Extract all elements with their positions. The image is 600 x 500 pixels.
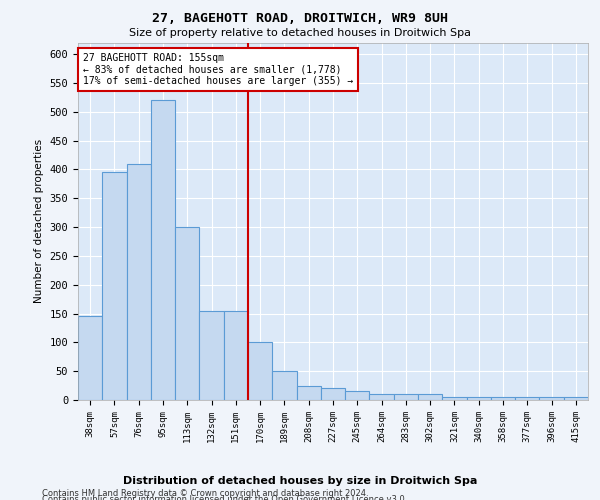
Y-axis label: Number of detached properties: Number of detached properties xyxy=(34,139,44,304)
Text: 27 BAGEHOTT ROAD: 155sqm
← 83% of detached houses are smaller (1,778)
17% of sem: 27 BAGEHOTT ROAD: 155sqm ← 83% of detach… xyxy=(83,53,353,86)
Bar xyxy=(102,172,127,400)
Bar xyxy=(418,394,442,400)
Bar xyxy=(515,397,539,400)
Text: Distribution of detached houses by size in Droitwich Spa: Distribution of detached houses by size … xyxy=(123,476,477,486)
Bar xyxy=(370,394,394,400)
Bar xyxy=(248,342,272,400)
Bar xyxy=(272,371,296,400)
Bar xyxy=(199,310,224,400)
Bar xyxy=(394,394,418,400)
Bar xyxy=(175,227,199,400)
Text: Contains public sector information licensed under the Open Government Licence v3: Contains public sector information licen… xyxy=(42,496,407,500)
Bar xyxy=(127,164,151,400)
Text: Size of property relative to detached houses in Droitwich Spa: Size of property relative to detached ho… xyxy=(129,28,471,38)
Bar xyxy=(467,397,491,400)
Bar xyxy=(296,386,321,400)
Text: 27, BAGEHOTT ROAD, DROITWICH, WR9 8UH: 27, BAGEHOTT ROAD, DROITWICH, WR9 8UH xyxy=(152,12,448,26)
Bar xyxy=(345,392,370,400)
Bar xyxy=(442,397,467,400)
Bar xyxy=(78,316,102,400)
Bar xyxy=(321,388,345,400)
Bar xyxy=(224,310,248,400)
Bar xyxy=(151,100,175,400)
Bar xyxy=(539,397,564,400)
Bar xyxy=(491,397,515,400)
Bar xyxy=(564,397,588,400)
Text: Contains HM Land Registry data © Crown copyright and database right 2024.: Contains HM Land Registry data © Crown c… xyxy=(42,489,368,498)
